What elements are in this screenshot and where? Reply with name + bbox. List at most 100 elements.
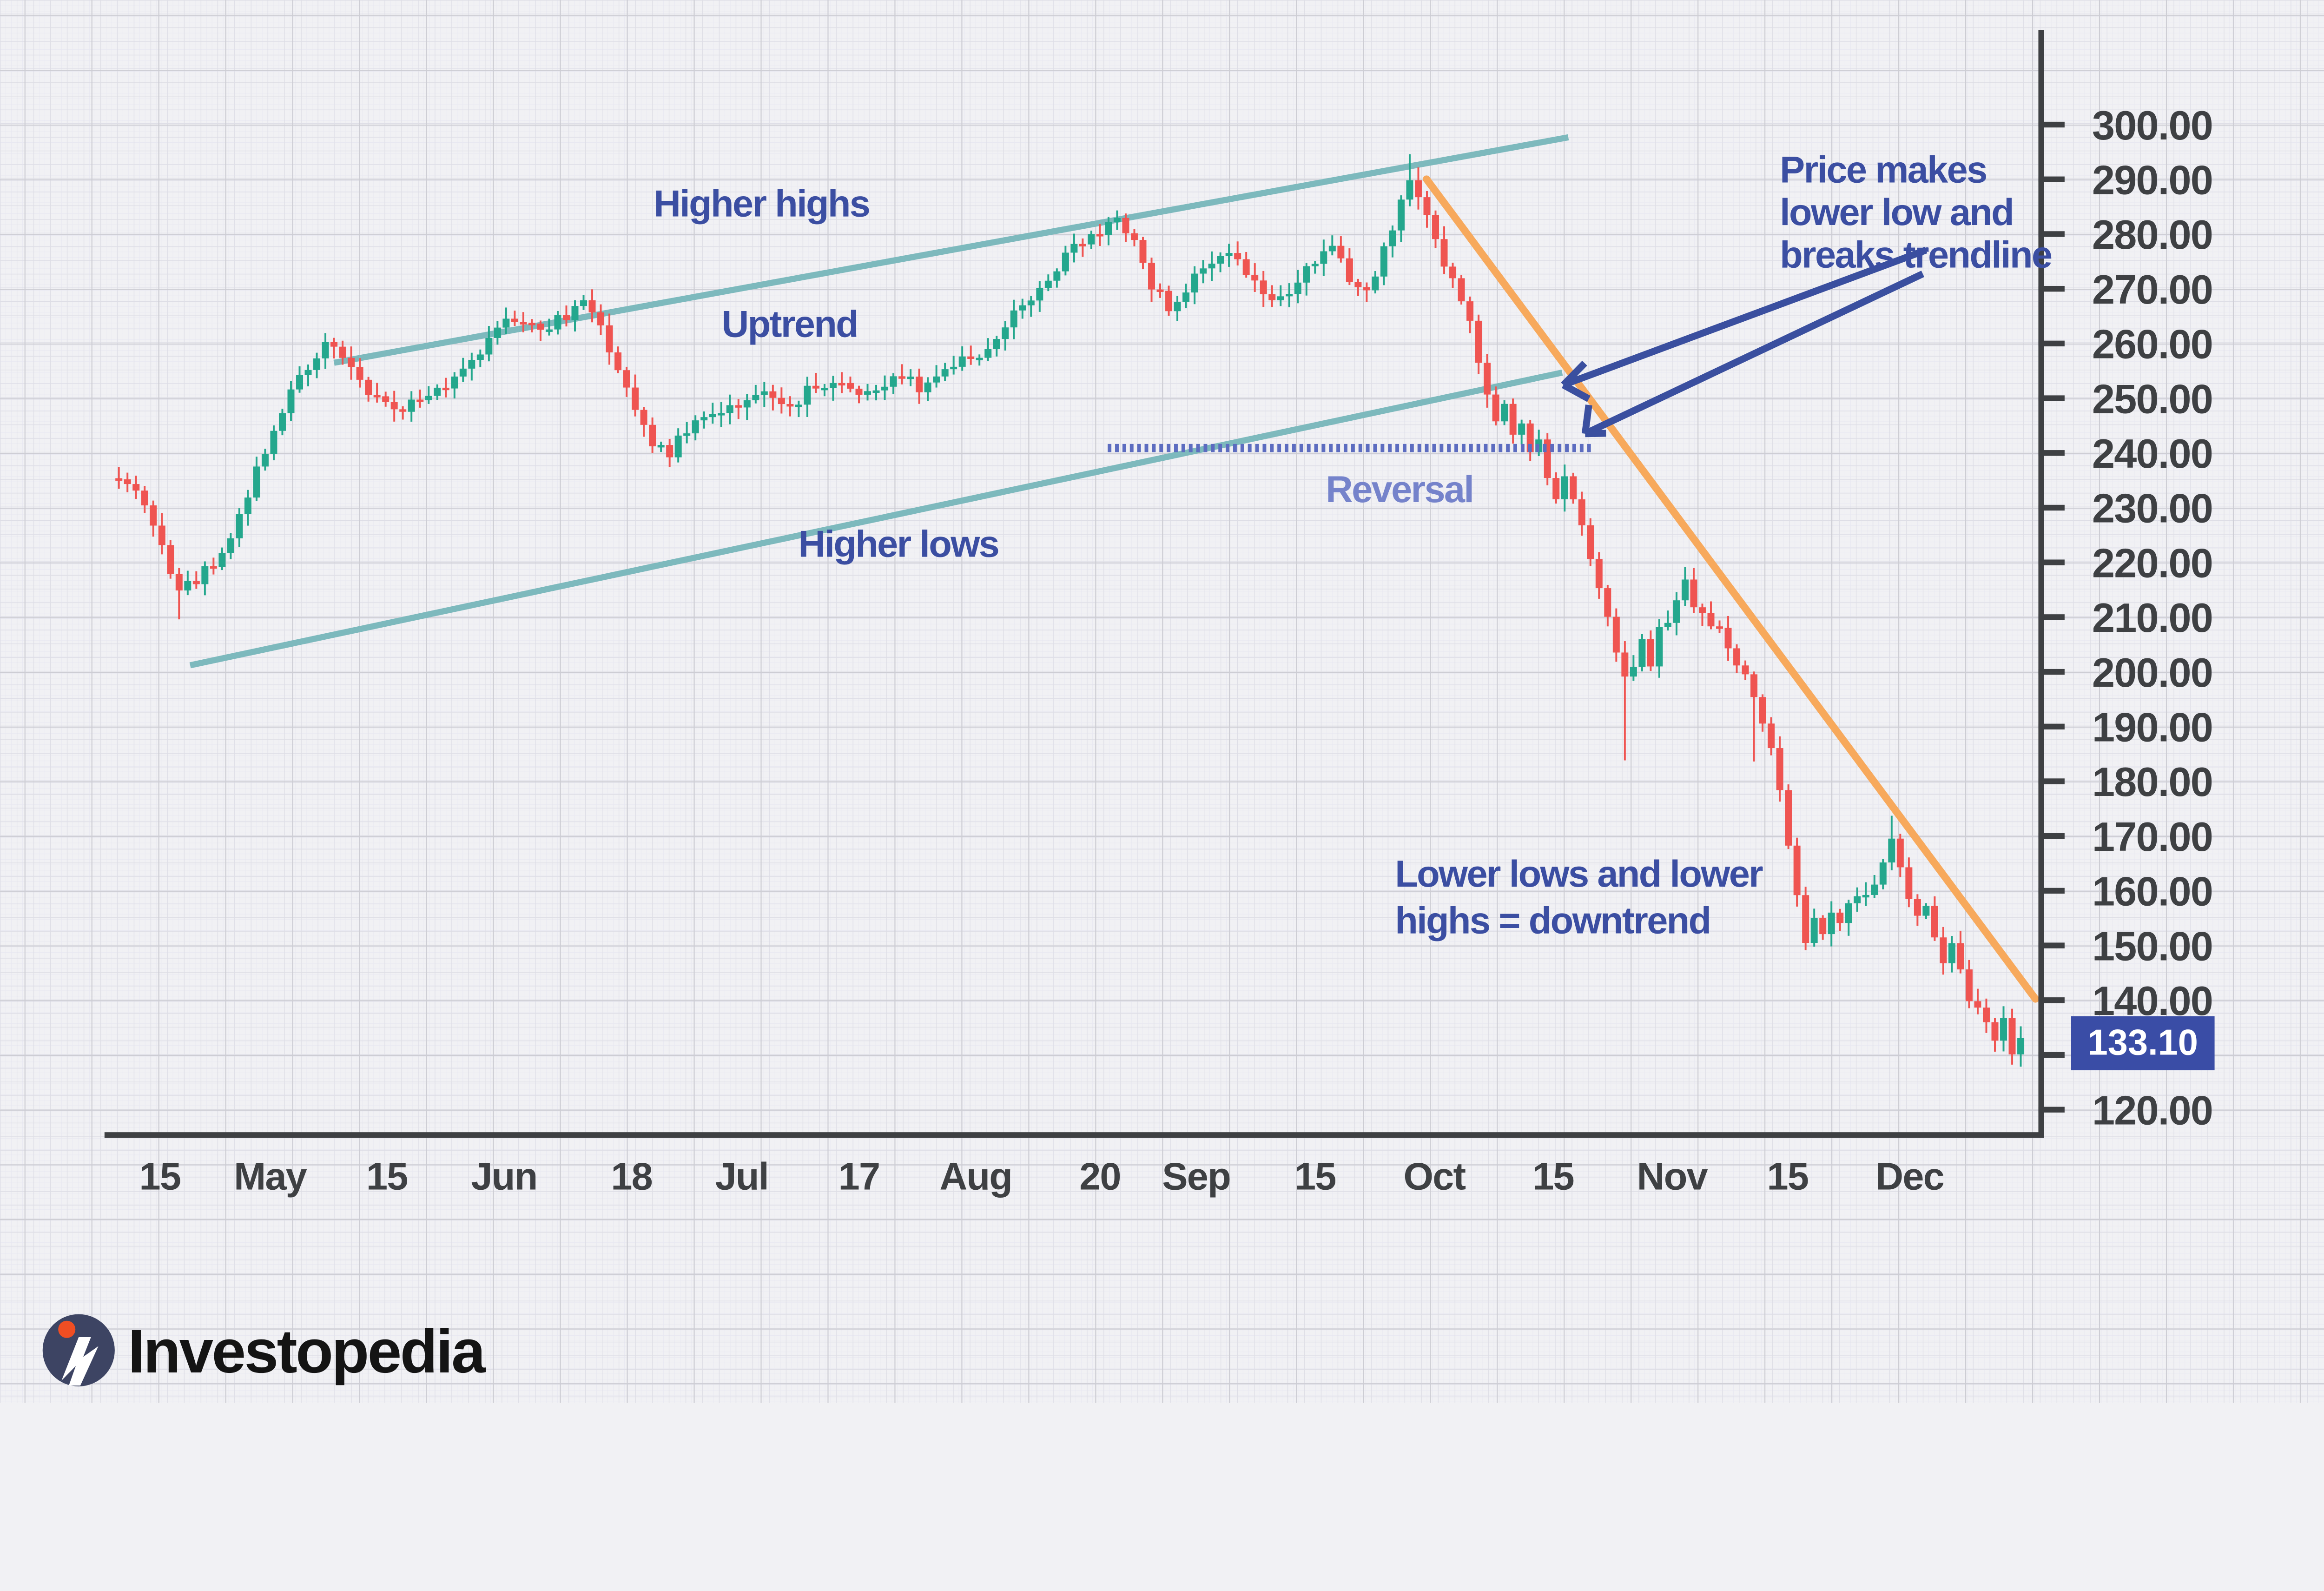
candle-wick [840, 372, 843, 393]
candle-body [674, 435, 682, 457]
candle-body [511, 318, 518, 322]
candle [1828, 901, 1835, 947]
candle [296, 366, 304, 393]
candle [881, 375, 889, 400]
candle [1879, 859, 1887, 889]
candle-body [821, 388, 828, 391]
candle-body [1862, 895, 1869, 898]
candle-body [304, 370, 312, 375]
candle-body [1707, 613, 1715, 627]
candle [1079, 238, 1086, 257]
candle-body [1647, 639, 1654, 667]
candle-body [1036, 288, 1043, 301]
candle-wick [712, 403, 714, 424]
candle [967, 345, 975, 365]
candle-body [1242, 259, 1250, 275]
candle-wick [531, 319, 533, 332]
candle [192, 571, 200, 589]
candle-body [1449, 266, 1457, 278]
candle-body [950, 366, 957, 370]
candle-body [1320, 251, 1327, 264]
logo-wordmark: Investopedia [128, 1317, 486, 1386]
label-break-line-2: lower low and [1780, 192, 2013, 233]
candle-body [597, 312, 605, 325]
candle-body [726, 405, 733, 413]
x-axis-label: 15 [1767, 1155, 1809, 1198]
y-axis-tick [2038, 1107, 2065, 1113]
candle [1139, 237, 1147, 270]
candle [1113, 210, 1121, 230]
candle [1277, 285, 1284, 306]
candle [1019, 298, 1026, 319]
candle-wick [1280, 285, 1282, 306]
candle [1768, 717, 1775, 756]
candle [1200, 260, 1207, 284]
candle-wick [1667, 610, 1669, 631]
candle-body [1062, 252, 1069, 272]
candle-wick [539, 320, 541, 341]
candle [356, 358, 363, 388]
candle-body [683, 433, 691, 436]
candle-wick [1624, 641, 1626, 761]
candle-body [1922, 906, 1930, 916]
x-axis-label: 15 [139, 1155, 181, 1198]
candle-body [201, 566, 209, 584]
label-break-line-1: Price makes [1780, 149, 1986, 191]
y-axis-tick [2038, 614, 2065, 620]
candle [1191, 266, 1198, 305]
candle [606, 313, 613, 365]
candle-body [1940, 937, 1947, 963]
candle [1587, 518, 1594, 566]
x-axis-label: May [234, 1155, 307, 1198]
candle [459, 358, 467, 382]
candle [520, 312, 527, 332]
candle-wick [178, 568, 180, 620]
candle [502, 307, 510, 334]
candle-body [1518, 423, 1525, 435]
candle-body [1191, 273, 1198, 293]
arrow-to-trendline-break-head [1561, 360, 1587, 388]
candle [718, 402, 725, 427]
candle-body [210, 566, 217, 569]
candle [829, 376, 837, 401]
candle-body [1604, 588, 1611, 617]
candle-body [1905, 867, 1913, 899]
y-axis-label: 180.00 [2092, 759, 2212, 805]
candle [580, 295, 588, 310]
candle [1156, 283, 1164, 298]
candle-body [718, 413, 725, 416]
candle [864, 384, 872, 401]
candle [373, 383, 381, 403]
candle-body [1587, 525, 1594, 559]
candle [1621, 641, 1629, 761]
candle-body [2017, 1038, 2025, 1054]
candle [1750, 671, 1758, 762]
candle-body [339, 346, 346, 358]
x-axis-label: Dec [1875, 1155, 1944, 1198]
candle [1406, 154, 1413, 206]
candle-body [1414, 180, 1422, 198]
candle-body [786, 404, 794, 407]
candle-body [1328, 245, 1336, 252]
candle [1974, 988, 1981, 1014]
candle-body [846, 383, 854, 389]
grid-major-layer [0, 0, 2324, 1403]
price-badge-value: 133.10 [2088, 1023, 2198, 1063]
candle [1854, 887, 1861, 912]
candle [175, 568, 183, 620]
candle [1896, 834, 1904, 877]
candle [735, 399, 742, 419]
candle-body [967, 356, 975, 359]
candle [1681, 567, 1689, 606]
x-axis-label: 18 [611, 1155, 652, 1198]
candle [623, 366, 630, 397]
candle-body [1871, 884, 1878, 895]
candle-body [640, 410, 647, 425]
candle-body [1750, 674, 1758, 697]
candle [950, 356, 957, 375]
candle [399, 406, 407, 420]
candle [390, 391, 398, 422]
candle-body [1440, 239, 1448, 267]
candle [1785, 784, 1792, 849]
candle [1303, 263, 1310, 296]
